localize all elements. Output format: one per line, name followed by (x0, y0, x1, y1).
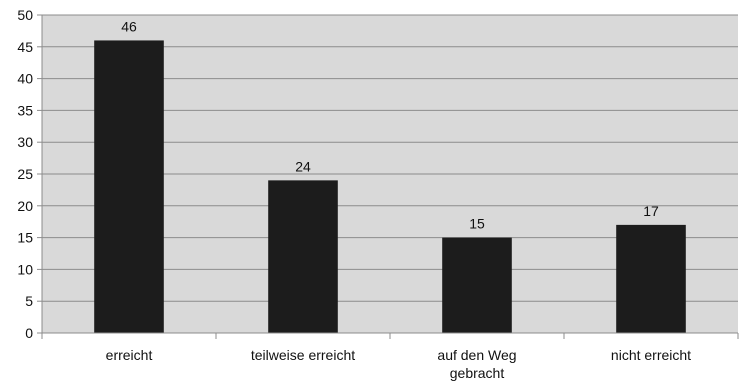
data-label: 15 (469, 216, 485, 232)
x-axis: erreicht teilweise erreicht auf den Weg geb… (41, 332, 739, 381)
y-tick-label: 0 (25, 325, 33, 341)
y-tick-label: 40 (17, 71, 33, 87)
bar (94, 40, 164, 333)
data-label: 24 (295, 158, 311, 174)
y-tick-label: 5 (25, 293, 33, 309)
data-label: 17 (643, 203, 659, 219)
y-tick-label: 45 (17, 39, 33, 55)
bar (268, 180, 338, 333)
y-tick-label: 50 (17, 7, 33, 23)
bar (442, 237, 512, 333)
y-tick-label: 25 (17, 166, 33, 182)
category-label: auf den Weg gebracht (437, 347, 516, 381)
category-label: teilweise erreicht (251, 347, 355, 363)
y-tick-label: 35 (17, 102, 33, 118)
data-label: 46 (121, 18, 137, 34)
y-tick-label: 30 (17, 134, 33, 150)
y-tick-label: 20 (17, 198, 33, 214)
y-tick-label: 10 (17, 261, 33, 277)
category-label: nicht erreicht (611, 347, 691, 363)
bars (94, 40, 686, 333)
category-label: erreicht (106, 347, 153, 363)
data-labels: 46 24 15 17 (121, 18, 659, 231)
bar (616, 224, 686, 333)
y-axis: 0 5 10 15 20 25 30 35 40 45 50 (17, 7, 43, 341)
y-tick-label: 15 (17, 230, 33, 246)
